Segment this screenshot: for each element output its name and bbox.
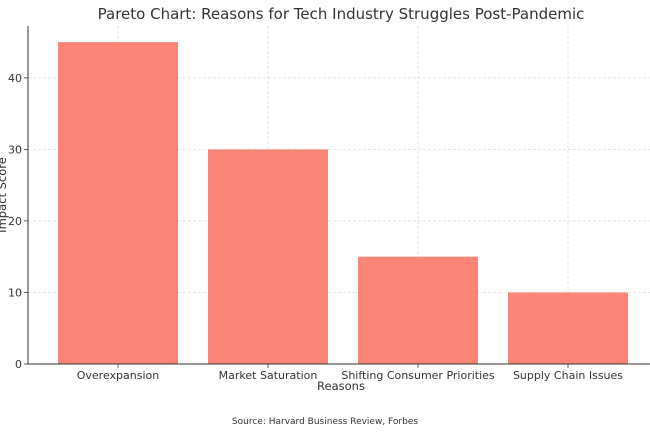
y-tick-label: 40	[8, 72, 22, 85]
x-tick-label: Shifting Consumer Priorities	[341, 369, 495, 382]
bar-market-saturation	[208, 149, 328, 364]
x-axis-label: Reasons	[317, 379, 365, 393]
y-tick-label: 0	[15, 358, 22, 371]
bar-shifting-consumer-priorities	[358, 256, 478, 364]
axes: Overexpansion Market Saturation Shifting C…	[8, 26, 650, 382]
x-tick-label: Market Saturation	[219, 369, 318, 382]
y-axis-label: Impact Score	[0, 157, 9, 233]
x-tick-label: Supply Chain Issues	[513, 369, 623, 382]
chart-title: Pareto Chart: Reasons for Tech Industry …	[98, 5, 585, 23]
x-tick-label: Overexpansion	[77, 369, 160, 382]
y-tick-label: 20	[8, 215, 22, 228]
y-tick-label: 30	[8, 143, 22, 156]
source-footnote: Source: Harvard Business Review, Forbes	[232, 417, 418, 427]
y-tick-label: 10	[8, 286, 22, 299]
bar-supply-chain-issues	[508, 292, 628, 364]
bar-overexpansion	[58, 42, 178, 364]
bars	[58, 42, 628, 364]
